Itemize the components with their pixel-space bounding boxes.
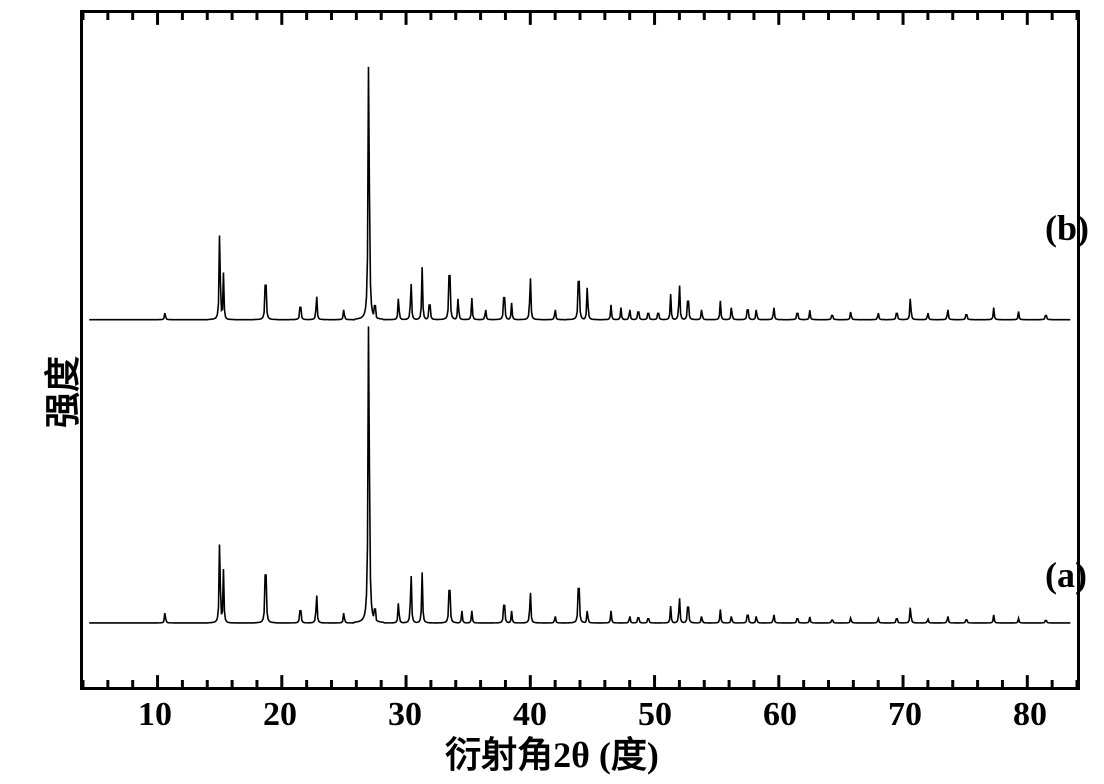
series-label-a: (a) [1045, 554, 1087, 596]
x-tick-label: 80 [1013, 696, 1047, 734]
x-tick-label: 20 [263, 696, 297, 734]
plot-area [80, 10, 1080, 690]
x-tick-label: 30 [388, 696, 422, 734]
x-axis-label: 衍射角2θ (度) [445, 726, 659, 778]
x-tick-label: 60 [763, 696, 797, 734]
x-tick-label: 10 [138, 696, 172, 734]
x-tick-label: 70 [888, 696, 922, 734]
series-label-b: (b) [1045, 207, 1089, 249]
xrd-chart: (a) (b) [80, 10, 1080, 690]
axis-ticks [83, 13, 1077, 687]
y-axis-label: 强度 [34, 356, 86, 428]
